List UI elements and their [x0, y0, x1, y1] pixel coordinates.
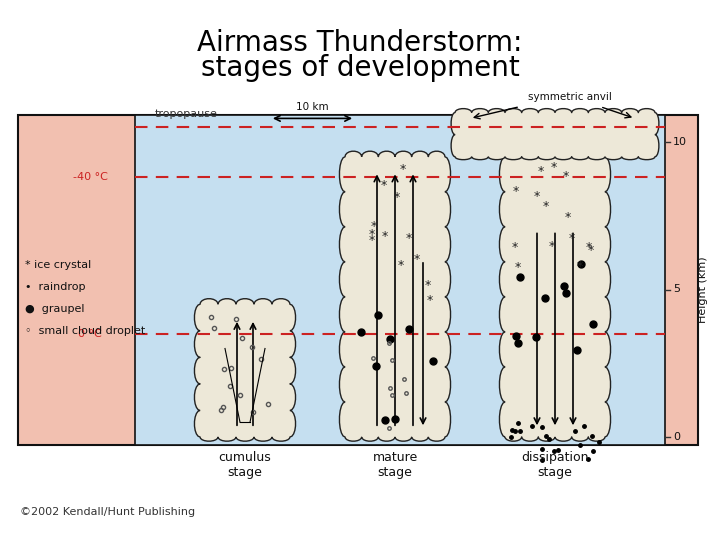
Text: 0: 0	[673, 432, 680, 442]
Text: tropopause: tropopause	[155, 109, 218, 119]
Text: *: *	[394, 192, 400, 205]
Text: *: *	[569, 232, 575, 245]
Text: *: *	[368, 228, 374, 241]
Text: *: *	[562, 170, 569, 183]
Text: *: *	[514, 261, 521, 274]
Polygon shape	[500, 151, 611, 441]
Text: *: *	[585, 241, 592, 254]
Text: *: *	[588, 244, 594, 257]
Text: *: *	[425, 279, 431, 292]
Text: *: *	[370, 220, 377, 233]
Text: symmetric anvil: symmetric anvil	[528, 92, 612, 102]
Text: 10 km: 10 km	[296, 103, 328, 112]
Text: * ice crystal: * ice crystal	[25, 260, 91, 270]
Text: -40 °C: -40 °C	[73, 172, 107, 183]
Text: *: *	[397, 259, 404, 272]
Bar	[18, 115, 698, 445]
Text: *: *	[577, 260, 583, 273]
Text: *: *	[537, 165, 544, 178]
Text: *: *	[564, 211, 571, 224]
Text: 0 °C: 0 °C	[78, 329, 102, 339]
Text: *: *	[542, 200, 549, 213]
Polygon shape	[194, 299, 295, 441]
Text: *: *	[405, 232, 412, 245]
Text: *: *	[413, 253, 420, 266]
Text: dissipation
stage: dissipation stage	[521, 451, 589, 479]
Text: ©2002 Kendall/Hunt Publishing: ©2002 Kendall/Hunt Publishing	[20, 507, 195, 517]
Text: 10: 10	[673, 137, 687, 147]
Text: stages of development: stages of development	[201, 54, 519, 82]
Text: •  raindrop: • raindrop	[25, 282, 86, 292]
Text: *: *	[513, 185, 519, 198]
Text: *: *	[549, 240, 555, 253]
Text: Airmass Thunderstorm:: Airmass Thunderstorm:	[197, 29, 523, 57]
Text: 5: 5	[673, 285, 680, 294]
Text: ◦  small cloud droplet: ◦ small cloud droplet	[25, 326, 145, 336]
Polygon shape	[451, 109, 659, 160]
Text: Height (km): Height (km)	[698, 256, 708, 323]
Text: cumulus
stage: cumulus stage	[219, 451, 271, 479]
Text: *: *	[381, 179, 387, 192]
Text: *: *	[534, 190, 540, 203]
Text: ●  graupel: ● graupel	[25, 304, 84, 314]
Text: *: *	[426, 294, 433, 307]
Bar	[135, 115, 665, 445]
Text: *: *	[400, 163, 406, 176]
Polygon shape	[340, 151, 451, 441]
Text: *: *	[550, 161, 557, 174]
Text: *: *	[382, 230, 388, 243]
Text: mature
stage: mature stage	[372, 451, 418, 479]
Text: *: *	[369, 234, 375, 247]
Text: *: *	[512, 240, 518, 254]
